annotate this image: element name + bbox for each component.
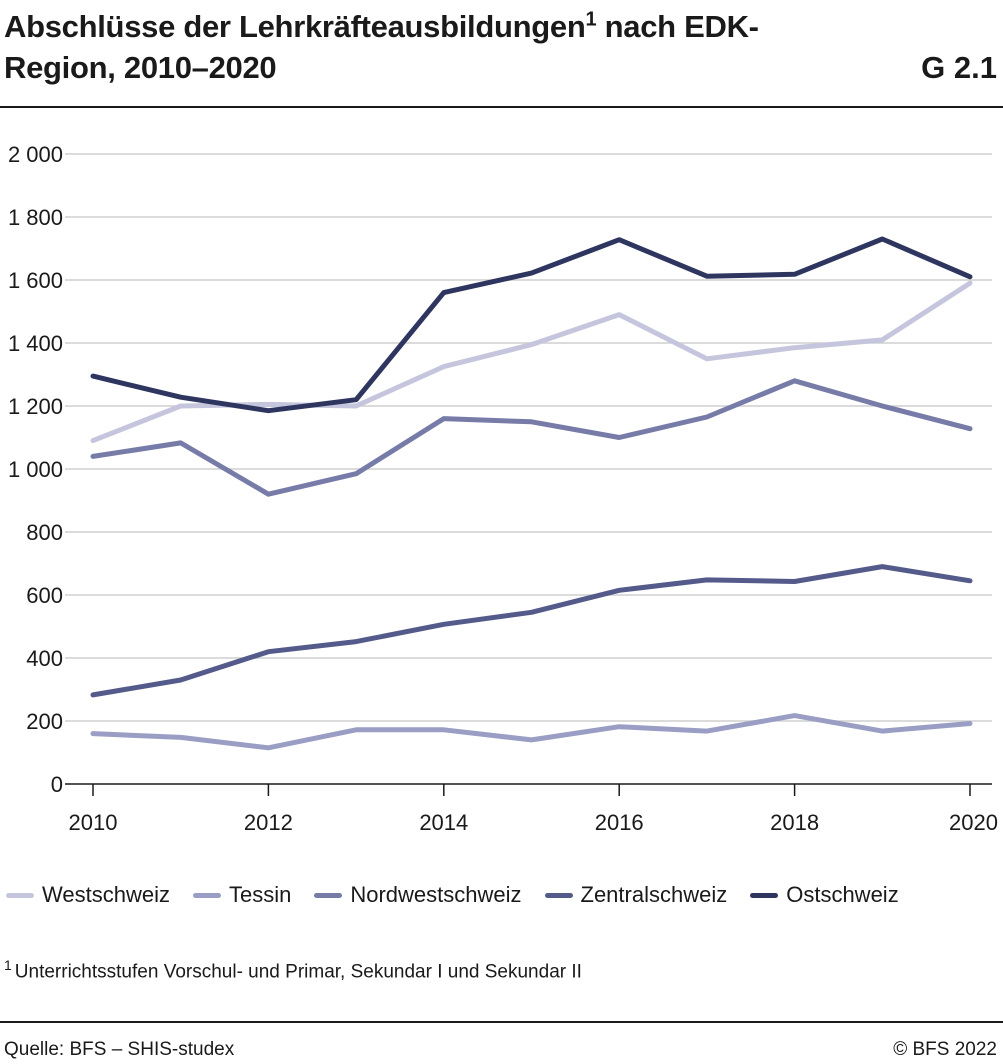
source-note: Quelle: BFS – SHIS-studex (4, 1039, 235, 1060)
legend-label: Ostschweiz (786, 882, 899, 907)
x-tick-label: 2016 (595, 810, 644, 835)
title-rest: nach EDK-Region, 2010–2020 (4, 9, 759, 85)
legend-swatch (750, 892, 779, 898)
legend-item: Ostschweiz (750, 880, 899, 910)
legend-item: Westschweiz (6, 880, 170, 910)
y-tick-label: 1 000 (8, 457, 63, 482)
chart-title: Abschlüsse der Lehrkräfteausbildungen1 n… (4, 6, 844, 88)
footer-divider (0, 1021, 1003, 1023)
chart-legend: Westschweiz Tessin Nordwestschweiz Zentrals… (6, 880, 922, 910)
axes (65, 783, 992, 796)
x-tick-label: 2010 (69, 810, 118, 835)
series-line-westschweiz (90, 280, 973, 444)
header-divider (0, 106, 1003, 108)
y-tick-label: 1 400 (8, 331, 63, 356)
legend-swatch (6, 892, 34, 898)
title-footnote-marker: 1 (585, 8, 597, 31)
legend-swatch (314, 892, 343, 898)
y-tick-label: 1 600 (8, 268, 63, 293)
series-lines (90, 236, 973, 751)
grid-lines (65, 153, 992, 722)
copyright-note: © BFS 2022 (893, 1039, 997, 1060)
legend-item: Zentralschweiz (544, 880, 728, 910)
footnote-marker: 1 (4, 957, 12, 973)
y-tick-label: 0 (51, 772, 63, 797)
y-tick-label: 200 (26, 709, 63, 734)
legend-item: Tessin (192, 880, 292, 910)
x-tick-label: 2020 (949, 810, 998, 835)
title-main: Abschlüsse der Lehrkräfteausbildungen (4, 9, 586, 44)
line-chart: 0 200 400 600 800 1 000 1 200 1 400 1 600 1 800 2 … (8, 142, 998, 835)
y-tick-label: 1 200 (8, 394, 63, 419)
y-tick-label: 400 (26, 646, 63, 671)
series-line-nordwestschweiz (90, 378, 973, 497)
legend-label: Nordwestschweiz (350, 882, 522, 907)
series-line-zentralschweiz (90, 564, 973, 698)
y-tick-label: 800 (26, 520, 63, 545)
legend-label: Zentralschweiz (580, 882, 728, 907)
y-tick-label: 2 000 (8, 142, 63, 167)
legend-label: Tessin (228, 882, 292, 907)
series-line-tessin (90, 713, 973, 751)
y-tick-label: 1 800 (8, 205, 63, 230)
legend-item: Nordwestschweiz (314, 880, 522, 910)
legend-label: Westschweiz (42, 882, 170, 907)
x-tick-label: 2014 (419, 810, 468, 835)
legend-swatch (192, 892, 221, 898)
series-line-ostschweiz (90, 236, 973, 414)
tick-labels: 0 200 400 600 800 1 000 1 200 1 400 1 600 1 800 2 … (8, 142, 998, 835)
legend-swatch (544, 892, 573, 898)
footnote-text: Unterrichtsstufen Vorschul- und Primar, … (14, 961, 582, 983)
figure-id: G 2.1 (921, 50, 997, 85)
footnote: 1 Unterrichtsstufen Vorschul- und Primar,… (4, 952, 582, 985)
x-tick-label: 2012 (244, 810, 293, 835)
y-tick-label: 600 (26, 583, 63, 608)
x-tick-label: 2018 (770, 810, 819, 835)
